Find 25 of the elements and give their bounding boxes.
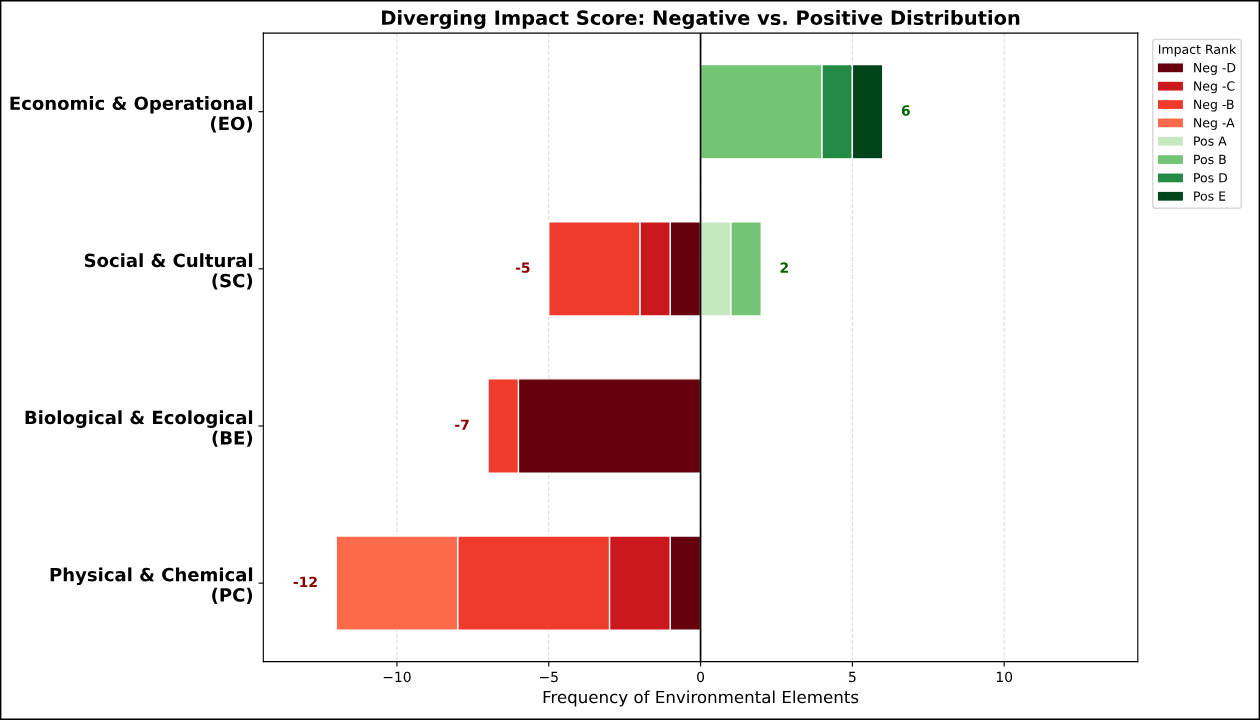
y-tick-label: Economic & Operational (EO) bbox=[10, 96, 253, 133]
annotation: 2 bbox=[780, 262, 788, 273]
x-tick-label: −10 bbox=[383, 671, 411, 683]
y-tick-label: Biological & Ecological (BE) bbox=[25, 410, 253, 447]
x-tick-label: −5 bbox=[539, 671, 558, 683]
annotation: 6 bbox=[901, 105, 910, 116]
x-axis-title: Frequency of Environmental Elements bbox=[543, 690, 859, 707]
legend-label: Pos B bbox=[1194, 154, 1226, 165]
legend-label: Pos E bbox=[1194, 191, 1226, 201]
y-tick-label: Physical & Chemical (PC) bbox=[50, 567, 253, 604]
x-tick-label: 5 bbox=[849, 671, 856, 683]
legend-label: Neg -D bbox=[1194, 63, 1236, 75]
x-tick-label: 0 bbox=[697, 671, 705, 683]
x-tick-label: 10 bbox=[996, 671, 1013, 683]
annotation: -7 bbox=[455, 419, 469, 430]
chart-title: Diverging Impact Score: Negative vs. Positive Distribution bbox=[382, 10, 1020, 29]
y-tick-label: Social & Cultural (SC) bbox=[84, 253, 253, 290]
legend-label: Neg -B bbox=[1194, 99, 1234, 112]
annotation: -12 bbox=[293, 576, 317, 587]
legend-label: Pos A bbox=[1194, 136, 1227, 146]
annotation: -5 bbox=[515, 262, 530, 273]
legend-label: Pos D bbox=[1194, 173, 1228, 183]
legend-title: Impact Rank bbox=[1159, 44, 1237, 57]
legend-label: Neg -C bbox=[1194, 81, 1235, 94]
legend-label: Neg -A bbox=[1194, 118, 1235, 130]
